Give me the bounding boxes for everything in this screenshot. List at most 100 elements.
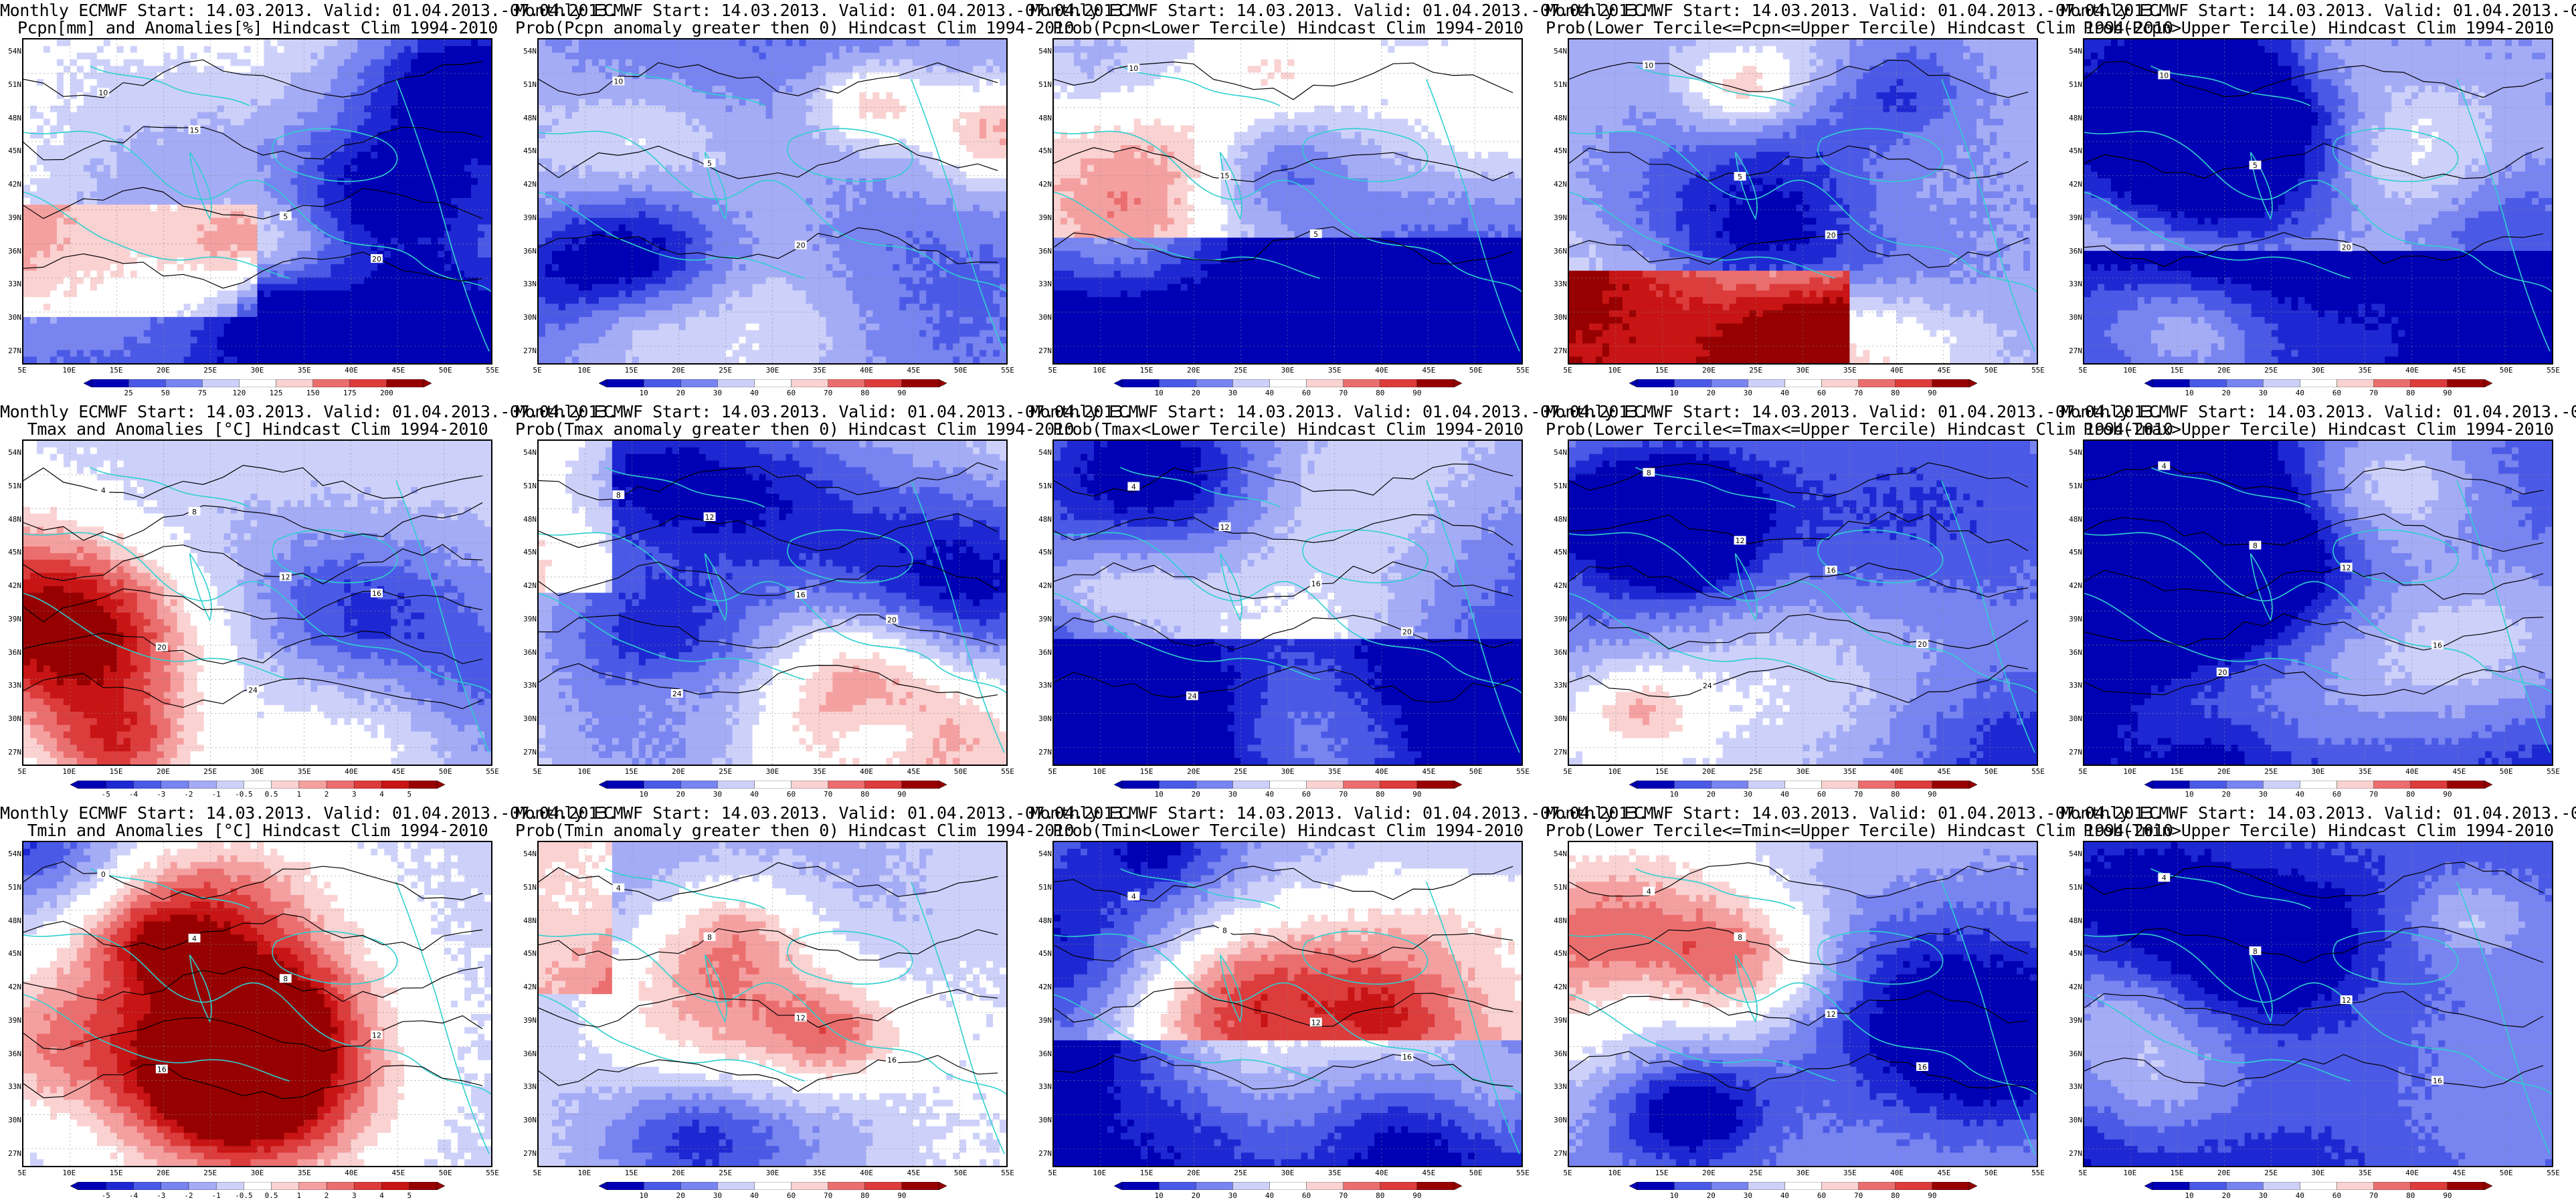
- longitude-label: 55E: [994, 768, 1021, 776]
- latitude-label: 42N: [1032, 983, 1052, 991]
- map-panel: Monthly ECMWF Start: 14.03.2013. Valid: …: [1030, 401, 1648, 803]
- longitude-label: 5E: [9, 1169, 35, 1177]
- longitude-label: 15E: [1649, 1169, 1675, 1177]
- longitude-label: 30E: [1790, 1169, 1817, 1177]
- contour-label: 4: [192, 934, 197, 943]
- colorbar-tick-label: 70: [815, 389, 842, 397]
- colorbar-tick-label: 30: [1219, 791, 1246, 799]
- panel-title-line1: Monthly ECMWF Start: 14.03.2013. Valid: …: [515, 403, 1133, 421]
- latitude-label: 36N: [517, 1049, 537, 1058]
- latitude-label: 45N: [1032, 950, 1052, 958]
- latitude-label: 30N: [2062, 715, 2082, 723]
- colorbar-tick-label: 30: [704, 389, 731, 397]
- colorbar-tick-label: 80: [1367, 1192, 1394, 1200]
- panel-title-line1: Monthly ECMWF Start: 14.03.2013. Valid: …: [2061, 403, 2576, 421]
- longitude-label: 20E: [1180, 768, 1207, 776]
- colorbar-tick-label: 70: [1845, 389, 1872, 397]
- latitude-label: 36N: [2062, 648, 2082, 657]
- longitude-label: 30E: [244, 1169, 271, 1177]
- forecast-map: 8 12 16 20 24: [1568, 439, 2038, 766]
- colorbar-tick-label: 90: [1919, 791, 1946, 799]
- contour-label: 12: [1220, 523, 1230, 532]
- longitude-label: 35E: [2352, 768, 2379, 776]
- colorbar-tick-label: -0.5: [230, 791, 257, 799]
- colorbar-tick-label: -3: [148, 1192, 175, 1200]
- longitude-label: 15E: [1649, 367, 1675, 375]
- latitude-label: 39N: [1, 213, 21, 222]
- colorbar-tick-label: 5: [396, 791, 423, 799]
- map-panel: Monthly ECMWF Start: 14.03.2013. Valid: …: [1030, 0, 1648, 401]
- latitude-label: 51N: [1032, 482, 1052, 490]
- colorbar-tick-label: 4: [369, 791, 395, 799]
- latitude-label: 27N: [1547, 1150, 1567, 1158]
- latitude-label: 33N: [1, 682, 21, 690]
- panel-title-line1: Monthly ECMWF Start: 14.03.2013. Valid: …: [1030, 804, 1648, 823]
- contour-label: 4: [101, 486, 106, 495]
- colorbar-tick-label: 60: [2324, 791, 2351, 799]
- longitude-label: 55E: [2540, 1169, 2567, 1177]
- latitude-label: 36N: [1, 648, 21, 657]
- forecast-map: 4 8 12 16 20 24: [22, 439, 492, 766]
- longitude-label: 20E: [1180, 1169, 1207, 1177]
- contour-label: 16: [372, 589, 381, 598]
- longitude-label: 15E: [618, 1169, 645, 1177]
- latitude-label: 36N: [1547, 648, 1567, 657]
- latitude-label: 33N: [2062, 1083, 2082, 1091]
- longitude-label: 5E: [9, 768, 35, 776]
- latitude-label: 51N: [2062, 482, 2082, 490]
- longitude-label: 5E: [524, 1169, 551, 1177]
- longitude-label: 30E: [1275, 367, 1301, 375]
- latitude-label: 36N: [517, 247, 537, 256]
- longitude-label: 5E: [1554, 367, 1581, 375]
- contour-label: 15: [190, 126, 199, 134]
- latitude-label: 30N: [517, 1116, 537, 1124]
- colorbar-tick-label: 80: [1882, 791, 1909, 799]
- contour-label: 4: [1131, 483, 1136, 492]
- longitude-label: 5E: [524, 768, 551, 776]
- latitude-label: 33N: [1032, 682, 1052, 690]
- latitude-label: 39N: [1, 1016, 21, 1025]
- contour-label: 20: [887, 615, 897, 624]
- colorbar-tick-label: -2: [175, 791, 202, 799]
- latitude-label: 48N: [1, 916, 21, 925]
- latitude-label: 33N: [1547, 1083, 1567, 1091]
- colorbar-tick-label: 60: [2324, 1192, 2351, 1200]
- latitude-label: 48N: [1032, 515, 1052, 524]
- colorbar-tick-label: 1: [286, 1192, 312, 1200]
- longitude-label: 55E: [1509, 768, 1536, 776]
- panel-title-line2: Prob(Tmax anomaly greater then 0) Hindca…: [515, 420, 1075, 439]
- latitude-label: 30N: [2062, 314, 2082, 322]
- colorbar-tick-label: 30: [2249, 791, 2276, 799]
- contour-label: 5: [1738, 173, 1742, 181]
- latitude-label: 42N: [517, 582, 537, 590]
- forecast-map: 10 5 20: [2083, 38, 2553, 365]
- latitude-label: 48N: [517, 916, 537, 925]
- latitude-label: 48N: [517, 114, 537, 122]
- panel-title-line2: Tmax and Anomalies [°C] Hindcast Clim 19…: [0, 420, 515, 439]
- panel-title-line2: Prob(Pcpn>Upper Tercile) Hindcast Clim 1…: [2061, 19, 2576, 37]
- longitude-label: 55E: [479, 768, 506, 776]
- latitude-label: 39N: [1, 615, 21, 623]
- map-panel: Monthly ECMWF Start: 14.03.2013. Valid: …: [515, 401, 1133, 803]
- longitude-label: 50E: [1978, 768, 2005, 776]
- longitude-label: 20E: [1695, 768, 1722, 776]
- longitude-label: 10E: [1601, 367, 1628, 375]
- colorbar-tick-label: 1: [286, 791, 312, 799]
- colorbar-tick-label: 60: [778, 389, 805, 397]
- colorbar-tick-label: 80: [2397, 389, 2424, 397]
- latitude-label: 30N: [1, 1116, 21, 1124]
- colorbar-tick-label: 2: [313, 1192, 340, 1200]
- longitude-label: 10E: [1086, 367, 1113, 375]
- contour-label: 8: [2253, 541, 2258, 550]
- colorbar-tick-label: 80: [1367, 791, 1394, 799]
- longitude-label: 25E: [2258, 768, 2284, 776]
- contour-label: 24: [248, 686, 258, 695]
- map-panel: Monthly ECMWF Start: 14.03.2013. Valid: …: [1546, 803, 2173, 1204]
- panel-title-line1: Monthly ECMWF Start: 14.03.2013. Valid: …: [0, 403, 618, 421]
- panel-title-line2: Prob(Lower Tercile<=Tmin<=Upper Tercile)…: [1546, 821, 2173, 840]
- longitude-label: 55E: [479, 1169, 506, 1177]
- forecast-map: 10 5 20: [1568, 38, 2038, 365]
- longitude-label: 45E: [1415, 768, 1442, 776]
- longitude-label: 20E: [1180, 367, 1207, 375]
- colorbar-tick-label: 125: [263, 389, 290, 397]
